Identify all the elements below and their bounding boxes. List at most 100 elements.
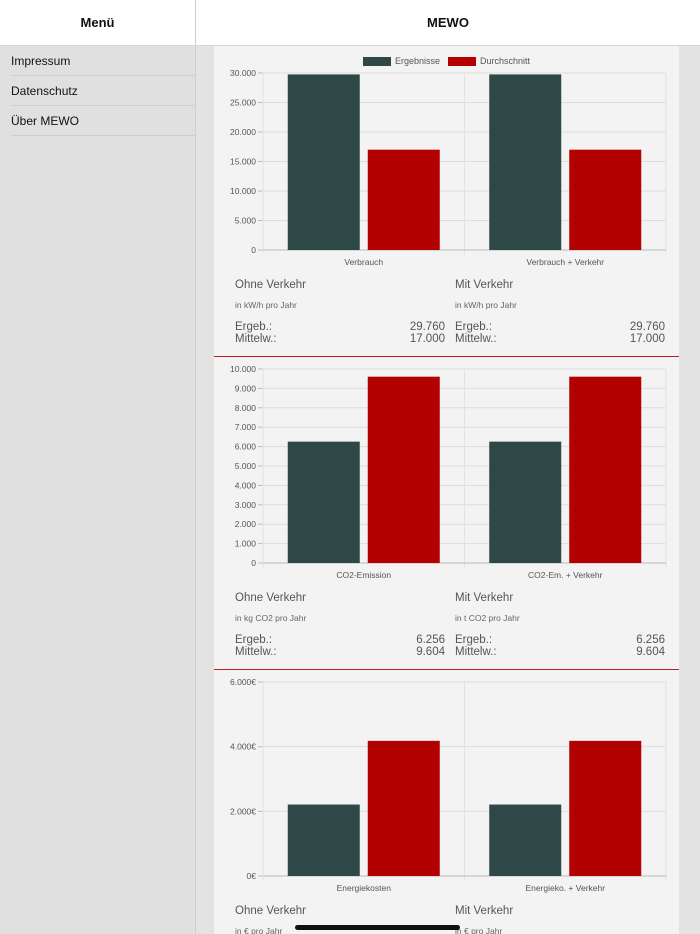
menu-item-ueber-mewo[interactable]: Über MEWO bbox=[11, 106, 195, 136]
section-divider bbox=[214, 669, 679, 670]
stat-row-mittel: Mittelw.: 9.604 bbox=[235, 646, 445, 658]
legend-item-ergebnisse: Ergebnisse bbox=[362, 56, 440, 66]
y-tick-label: 3.000 bbox=[235, 500, 257, 510]
stat-mit-verkehr: Mit Verkehr in t CO2 pro Jahr Ergeb.: 6.2… bbox=[455, 592, 665, 658]
stat-ohne-verkehr: Ohne Verkehr in € pro Jahr bbox=[235, 905, 445, 934]
menu-item-impressum[interactable]: Impressum bbox=[11, 46, 195, 76]
chart-legend: Ergebnisse Durchschnitt bbox=[214, 56, 679, 66]
sidebar-title: Menü bbox=[80, 15, 115, 30]
stat-title: Ohne Verkehr bbox=[235, 279, 306, 291]
bar-durchschnitt[interactable] bbox=[367, 149, 440, 250]
home-indicator[interactable] bbox=[295, 925, 460, 930]
stat-value: 6.256 bbox=[636, 634, 665, 646]
y-tick-label: 5.000 bbox=[235, 461, 257, 471]
stat-row-mittel: Mittelw.: 9.604 bbox=[455, 646, 665, 658]
legend-label-durchschnitt: Durchschnitt bbox=[480, 56, 531, 66]
stat-row-ergeb: Ergeb.: 6.256 bbox=[235, 634, 445, 646]
stat-value: 6.256 bbox=[416, 634, 445, 646]
stat-label: Mittelw.: bbox=[235, 646, 277, 658]
bar-durchschnitt[interactable] bbox=[367, 740, 440, 876]
stat-value: 29.760 bbox=[629, 321, 665, 333]
legend-label-ergebnisse: Ergebnisse bbox=[394, 56, 440, 66]
stat-title: Ohne Verkehr bbox=[235, 905, 306, 917]
bar-ergebnisse[interactable] bbox=[287, 441, 360, 563]
bar-durchschnitt[interactable] bbox=[367, 376, 440, 563]
y-tick-label: 9.000 bbox=[235, 383, 257, 393]
stat-unit: in kg CO2 pro Jahr bbox=[235, 613, 307, 623]
y-tick-label: 6.000€ bbox=[230, 677, 256, 687]
y-tick-label: 0 bbox=[251, 245, 256, 255]
stat-label: Mittelw.: bbox=[235, 333, 277, 345]
legend-item-durchschnitt: Durchschnitt bbox=[448, 56, 530, 66]
y-tick-label: 30.000 bbox=[230, 68, 256, 78]
stat-unit: in kW/h pro Jahr bbox=[455, 300, 517, 310]
sidebar: Menü Impressum Datenschutz Über MEWO bbox=[0, 0, 196, 934]
stat-value: 9.604 bbox=[636, 646, 665, 658]
y-tick-label: 4.000€ bbox=[230, 742, 256, 752]
x-category-label: CO2-Em. + Verkehr bbox=[528, 570, 603, 580]
stat-mit-verkehr: Mit Verkehr in kW/h pro Jahr Ergeb.: 29.7… bbox=[455, 279, 665, 345]
legend-swatch-ergebnisse bbox=[362, 56, 391, 66]
x-category-label: Energiekosten bbox=[337, 883, 392, 893]
stat-value: 29.760 bbox=[409, 321, 445, 333]
results-content[interactable]: Ergebnisse Durchschnitt 0 5.000 10.000 15.0… bbox=[214, 46, 679, 934]
page-title: MEWO bbox=[427, 15, 469, 30]
menu-list: Impressum Datenschutz Über MEWO bbox=[0, 46, 195, 136]
stat-row-ergeb: Ergeb.: 29.760 bbox=[235, 321, 445, 333]
x-category-label: CO2-Emission bbox=[336, 570, 391, 580]
bar-durchschnitt[interactable] bbox=[569, 376, 642, 563]
stat-unit: in € pro Jahr bbox=[455, 926, 503, 934]
bar-ergebnisse[interactable] bbox=[489, 74, 562, 250]
stat-label: Ergeb.: bbox=[235, 321, 273, 333]
chart-co2: 0 1.000 2.000 3.000 4.000 5.000 6.000 7.000 8.00… bbox=[230, 364, 667, 580]
bar-ergebnisse[interactable] bbox=[287, 74, 360, 250]
menu-item-datenschutz[interactable]: Datenschutz bbox=[11, 76, 195, 106]
stat-row-mittel: Mittelw.: 17.000 bbox=[235, 333, 445, 345]
stat-row-ergeb: Ergeb.: 6.256 bbox=[455, 634, 665, 646]
stat-ohne-verkehr: Ohne Verkehr in kg CO2 pro Jahr Ergeb.: 6… bbox=[235, 592, 445, 658]
y-tick-label: 20.000 bbox=[230, 127, 256, 137]
stat-value: 17.000 bbox=[629, 333, 665, 345]
y-tick-label: 25.000 bbox=[230, 98, 256, 108]
y-tick-label: 4.000 bbox=[235, 480, 257, 490]
stat-unit: in t CO2 pro Jahr bbox=[455, 613, 520, 623]
main-header: MEWO bbox=[196, 0, 700, 46]
y-tick-label: 2.000€ bbox=[230, 806, 256, 816]
bar-ergebnisse[interactable] bbox=[489, 441, 562, 563]
stat-ohne-verkehr: Ohne Verkehr in kW/h pro Jahr Ergeb.: 29.… bbox=[235, 279, 445, 345]
legend-swatch-durchschnitt bbox=[448, 56, 476, 66]
section-verbrauch: 0 5.000 10.000 15.000 20.000 25.000 30.000 Verb… bbox=[214, 46, 679, 358]
stat-label: Mittelw.: bbox=[455, 646, 497, 658]
stat-row-mittel: Mittelw.: 17.000 bbox=[455, 333, 665, 345]
bar-ergebnisse[interactable] bbox=[287, 804, 360, 876]
bar-durchschnitt[interactable] bbox=[569, 740, 642, 876]
bar-durchschnitt[interactable] bbox=[569, 149, 642, 250]
y-tick-label: 10.000 bbox=[230, 364, 256, 374]
bar-ergebnisse[interactable] bbox=[489, 804, 562, 876]
section-divider bbox=[214, 356, 679, 357]
y-tick-label: 0€ bbox=[247, 871, 257, 881]
y-tick-label: 15.000 bbox=[230, 157, 256, 167]
stat-title: Ohne Verkehr bbox=[235, 592, 306, 604]
stat-unit: in € pro Jahr bbox=[235, 926, 283, 934]
chart-energiekosten: 0€ 2.000€ 4.000€ 6.000€ Energiekosten Energie… bbox=[230, 677, 667, 893]
x-category-label: Verbrauch + Verkehr bbox=[526, 257, 604, 267]
y-tick-label: 7.000 bbox=[235, 422, 257, 432]
y-tick-label: 10.000 bbox=[230, 186, 256, 196]
stat-label: Ergeb.: bbox=[455, 321, 493, 333]
stat-value: 17.000 bbox=[409, 333, 445, 345]
y-tick-label: 8.000 bbox=[235, 403, 257, 413]
stat-row-ergeb: Ergeb.: 29.760 bbox=[455, 321, 665, 333]
stat-title: Mit Verkehr bbox=[455, 279, 514, 291]
chart-verbrauch: 0 5.000 10.000 15.000 20.000 25.000 30.000 Verb… bbox=[230, 68, 667, 267]
section-co2: 0 1.000 2.000 3.000 4.000 5.000 6.000 7.000 8.00… bbox=[214, 359, 679, 672]
y-tick-label: 2.000 bbox=[235, 519, 257, 529]
main-panel: MEWO Ergebnisse Durchschnitt 0 5.000 10.00… bbox=[196, 0, 700, 934]
stat-title: Mit Verkehr bbox=[455, 592, 514, 604]
stat-label: Ergeb.: bbox=[235, 634, 273, 646]
stat-title: Mit Verkehr bbox=[455, 905, 514, 917]
y-tick-label: 1.000 bbox=[235, 539, 257, 549]
stat-mit-verkehr: Mit Verkehr in € pro Jahr bbox=[455, 905, 665, 934]
section-energiekosten: 0€ 2.000€ 4.000€ 6.000€ Energiekosten Energie… bbox=[214, 672, 679, 934]
